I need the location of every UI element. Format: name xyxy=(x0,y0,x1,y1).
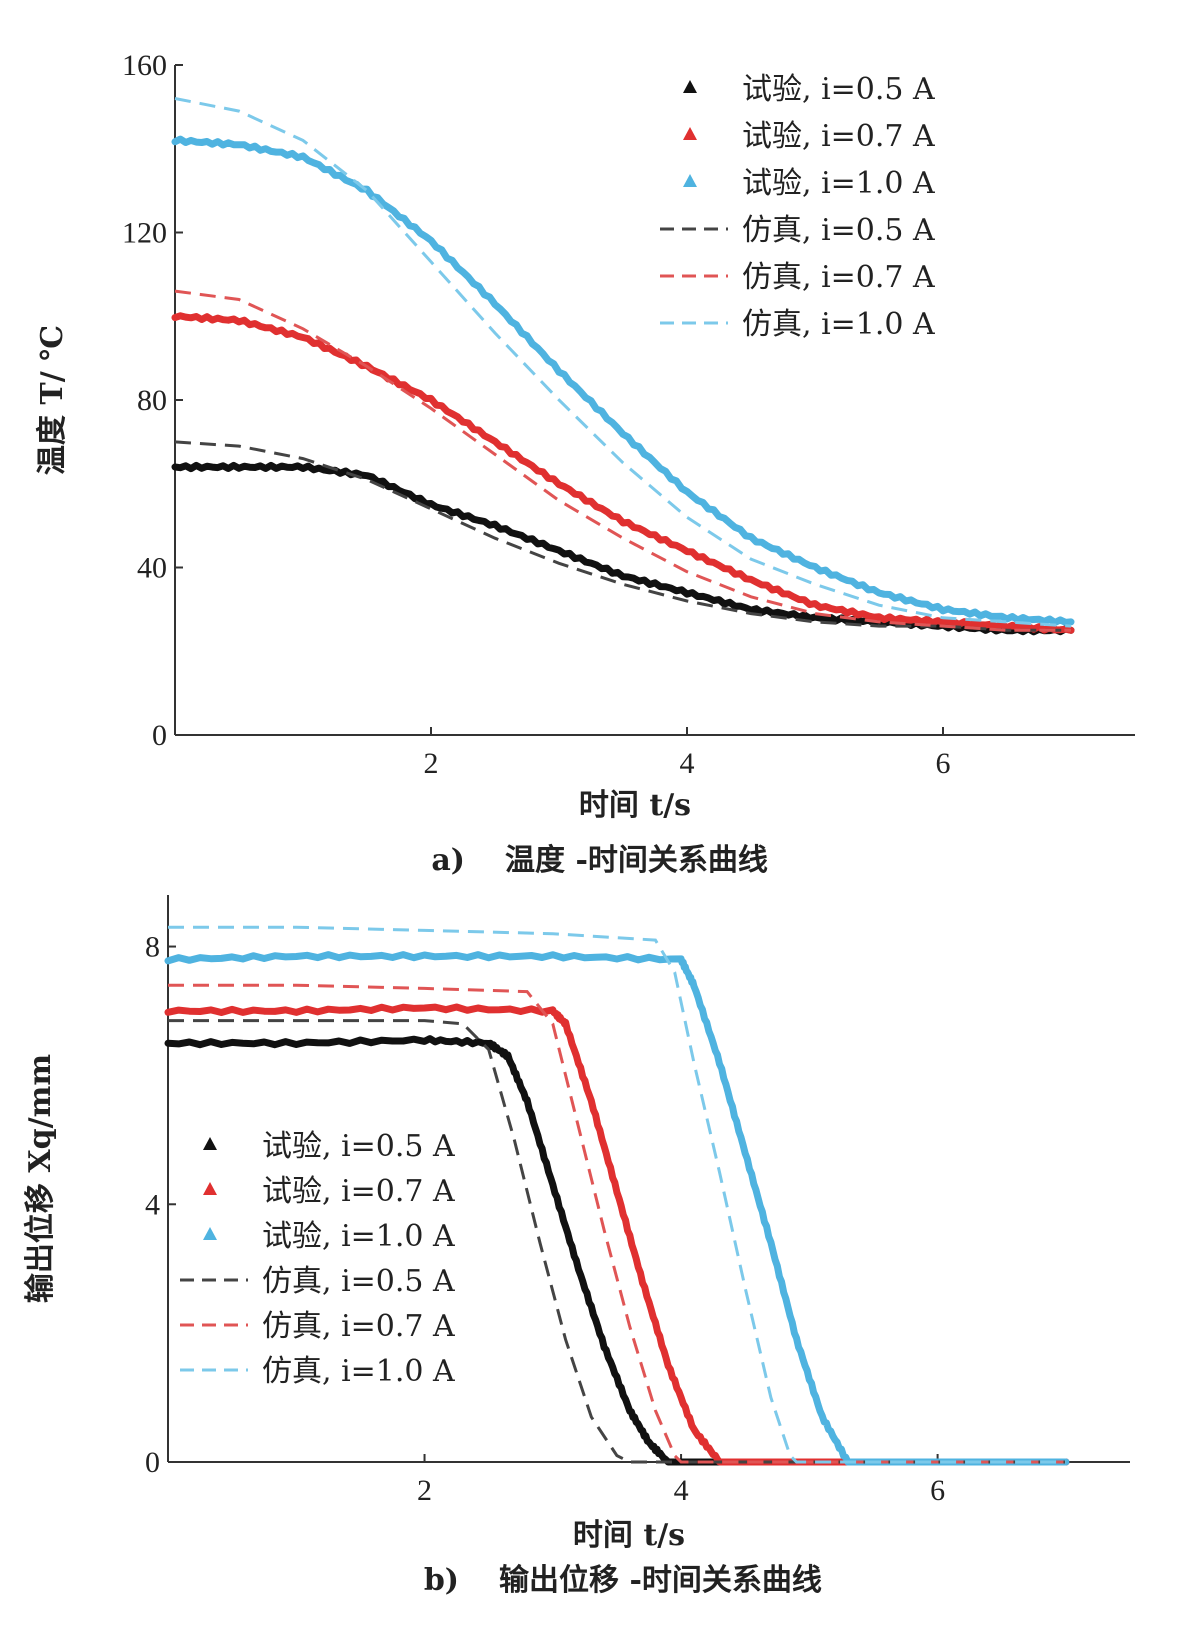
x-axis-title: 时间 t/s xyxy=(573,1518,685,1553)
series-line-b-5 xyxy=(168,925,1066,1464)
chart-panel-b: 0 4 8 2 4 6 试验, i=0.5 A 试验, i=0.7 A 试验, i=1.0 A 仿… xyxy=(23,895,1130,1598)
series-line-b-4 xyxy=(168,983,1066,1464)
x-tick-label: 4 xyxy=(680,747,695,780)
series-line-b-3 xyxy=(168,1019,1066,1464)
y-tick-label: 8 xyxy=(145,931,160,964)
legend-marker-b-0 xyxy=(203,1137,217,1150)
x-tick-label: 6 xyxy=(936,747,951,780)
series-line-a-2 xyxy=(171,135,1075,626)
chart-panel-a: 0 40 80 120 160 2 4 6 试验, i=0.5 A 试验, i=0.7 A 试验, … xyxy=(35,49,1135,878)
x-tick-label: 2 xyxy=(417,1474,432,1507)
legend-marker-b-2 xyxy=(203,1227,217,1240)
legend-label-a-0: 试验, i=0.5 A xyxy=(742,72,935,107)
y-axis-title: 温度 T/ ℃ xyxy=(35,325,70,475)
x-tick-label: 4 xyxy=(674,1474,689,1507)
legend-marker-a-2 xyxy=(683,174,697,187)
legend-label-a-3: 仿真, i=0.5 A xyxy=(742,213,935,248)
x-axis-title: 时间 t/s xyxy=(579,788,691,823)
legend-label-a-1: 试验, i=0.7 A xyxy=(742,119,935,154)
y-tick-label: 120 xyxy=(122,217,167,250)
legend-label-a-4: 仿真, i=0.7 A xyxy=(742,260,935,295)
legend-label-a-5: 仿真, i=1.0 A xyxy=(742,307,935,342)
legend-label-b-4: 仿真, i=0.7 A xyxy=(262,1309,455,1344)
legend-label-b-3: 仿真, i=0.5 A xyxy=(262,1264,455,1299)
series-line-b-2 xyxy=(164,951,1070,1466)
y-tick-label: 0 xyxy=(152,719,167,752)
legend-label-a-2: 试验, i=1.0 A xyxy=(742,166,935,201)
legend-marker-a-0 xyxy=(683,80,697,93)
series-line-b-0 xyxy=(164,1035,1070,1466)
caption-prefix: b) xyxy=(424,1563,459,1598)
legend-label-b-1: 试验, i=0.7 A xyxy=(262,1174,455,1209)
caption-prefix: a) xyxy=(431,843,465,878)
y-tick-label: 0 xyxy=(145,1446,160,1479)
x-tick-label: 6 xyxy=(930,1474,945,1507)
legend-label-b-2: 试验, i=1.0 A xyxy=(262,1219,455,1254)
legend-marker-a-1 xyxy=(683,127,697,140)
series-line-a-1 xyxy=(171,312,1075,634)
legend-label-b-0: 试验, i=0.5 A xyxy=(262,1129,455,1164)
y-tick-label: 40 xyxy=(137,552,167,585)
y-axis-title: 输出位移 Xq/mm xyxy=(23,1054,58,1303)
caption-text: 温度 -时间关系曲线 xyxy=(505,843,768,878)
legend-marker-b-1 xyxy=(203,1182,217,1195)
series-line-a-4 xyxy=(174,289,1071,632)
y-tick-label: 4 xyxy=(145,1188,160,1221)
x-tick-label: 2 xyxy=(424,747,439,780)
y-tick-label: 80 xyxy=(137,384,167,417)
series-line-a-5 xyxy=(174,97,1072,628)
legend-label-b-5: 仿真, i=1.0 A xyxy=(262,1354,455,1389)
y-tick-label: 160 xyxy=(122,49,167,82)
caption-text: 输出位移 -时间关系曲线 xyxy=(499,1563,822,1598)
